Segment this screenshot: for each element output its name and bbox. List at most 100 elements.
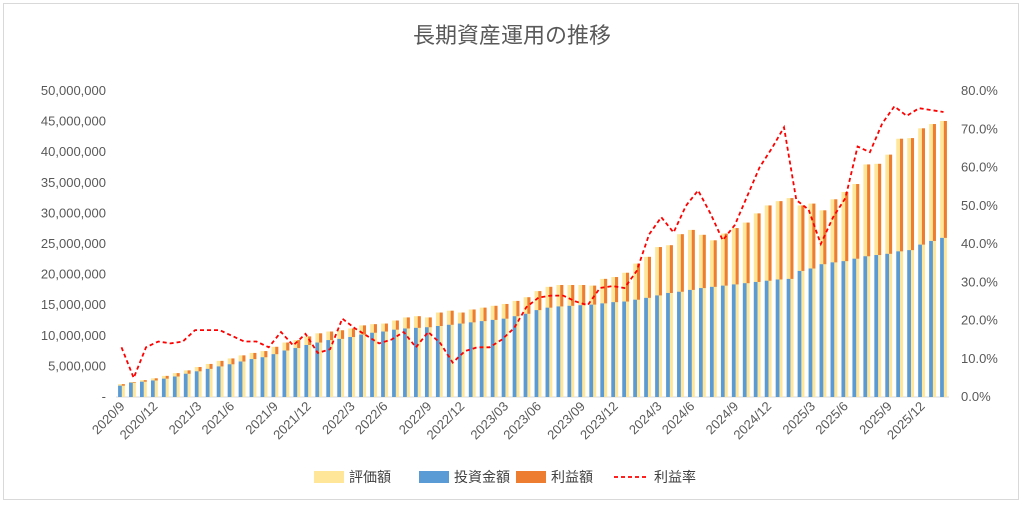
bar-investment <box>249 359 254 397</box>
bar-investment <box>720 285 725 397</box>
bar-profit <box>790 198 794 279</box>
bar-investment <box>907 250 911 397</box>
bar-profit <box>286 342 290 351</box>
bar-investment <box>545 307 550 397</box>
bar-profit <box>593 285 597 305</box>
bar-profit <box>220 360 224 367</box>
bar-profit <box>910 138 915 251</box>
y-left-tick-label: - <box>102 389 106 404</box>
bar-investment <box>742 283 747 397</box>
bar-investment <box>194 371 199 397</box>
bar-investment <box>863 256 868 397</box>
y-left-tick-label: 15,000,000 <box>41 297 106 312</box>
bar-profit <box>658 247 662 296</box>
y-left-tick-label: 45,000,000 <box>41 114 106 129</box>
bar-profit <box>483 307 487 322</box>
bar-profit <box>549 286 553 308</box>
bar-profit <box>647 256 651 298</box>
bar-investment <box>282 350 287 397</box>
legend-label: 評価額 <box>349 470 391 486</box>
bar-profit <box>450 310 454 325</box>
y-right-tick-label: 60.0% <box>961 160 998 175</box>
bar-profit <box>176 373 180 377</box>
bar-investment <box>611 302 616 397</box>
bar-profit <box>461 312 465 324</box>
line-series <box>120 105 944 381</box>
bar-profit <box>757 213 761 282</box>
bar-investment <box>688 289 692 397</box>
bar-profit <box>735 228 739 285</box>
bar-investment <box>337 338 342 397</box>
bar-profit <box>669 245 673 293</box>
bar-investment <box>446 324 451 397</box>
x-tick-label: 2022/3 <box>319 399 358 438</box>
y-left-tick-label: 30,000,000 <box>41 205 106 220</box>
bar-profit <box>319 333 323 343</box>
legend-label: 利益額 <box>551 470 593 486</box>
bar-investment <box>227 364 232 397</box>
x-tick-label: 2021/3 <box>166 399 205 438</box>
bar-profit <box>878 163 882 256</box>
bar-investment <box>709 286 714 397</box>
y-left-tick-label: 40,000,000 <box>41 144 106 159</box>
legend: 評価額 投資金額 利益額 利益率 <box>314 469 696 486</box>
bar-investment <box>205 368 210 397</box>
bar-profit <box>253 352 257 360</box>
bar-profit <box>932 124 936 241</box>
bar-investment <box>183 373 188 397</box>
bar-profit <box>834 199 838 263</box>
bar-series <box>118 120 947 397</box>
bar-investment <box>359 334 363 397</box>
bar-investment <box>797 270 802 397</box>
bar-profit <box>527 297 531 314</box>
bar-investment <box>348 337 352 397</box>
x-tick-label: 2021/6 <box>198 399 237 438</box>
bar-investment <box>216 366 221 397</box>
bar-profit <box>330 331 334 341</box>
bar-investment <box>655 295 659 397</box>
bar-investment <box>479 321 484 397</box>
bar-investment <box>731 284 736 397</box>
bar-investment <box>370 332 374 397</box>
y-left-tick-label: 20,000,000 <box>41 267 106 282</box>
bar-investment <box>786 278 791 397</box>
bar-profit <box>680 234 684 292</box>
bar-profit <box>198 367 202 372</box>
bar-investment <box>118 385 122 397</box>
y-right-tick-label: 30.0% <box>961 274 998 289</box>
y-right-tick-label: 10.0% <box>961 351 998 366</box>
bar-profit <box>921 128 925 245</box>
bar-profit <box>615 277 619 303</box>
bar-investment <box>775 279 780 397</box>
bar-profit <box>779 201 783 280</box>
bar-profit <box>373 324 377 333</box>
bar-investment <box>392 329 396 397</box>
bar-profit <box>231 358 235 365</box>
chart: 長期資産運用の推移 - 5,000,000 10,000,000 15,000,000… <box>41 24 998 486</box>
bar-investment <box>874 255 879 397</box>
x-tick-label: 2024/6 <box>659 399 698 438</box>
bar-profit <box>845 191 849 262</box>
bar-profit <box>428 317 432 328</box>
bar-investment <box>140 381 144 397</box>
bar-profit <box>604 278 608 304</box>
x-tick-label: 2024/3 <box>626 399 665 438</box>
legend-swatch <box>516 471 546 483</box>
bar-investment <box>315 342 320 397</box>
bar-investment <box>457 323 462 397</box>
y-right-tick-label: 0.0% <box>961 389 991 404</box>
bar-profit <box>494 305 498 320</box>
bar-profit <box>187 370 191 374</box>
bar-investment <box>172 376 177 397</box>
bar-investment <box>238 361 243 397</box>
bar-investment <box>512 316 517 397</box>
chart-frame: 長期資産運用の推移 - 5,000,000 10,000,000 15,000,000… <box>3 3 1019 500</box>
bar-investment <box>150 380 155 397</box>
bar-investment <box>534 310 539 397</box>
bar-profit <box>165 375 169 379</box>
bar-investment <box>381 331 385 397</box>
bar-investment <box>304 344 309 397</box>
chart-title: 長期資産運用の推移 <box>413 24 611 49</box>
legend-label: 投資金額 <box>454 470 510 486</box>
bar-profit <box>626 272 630 302</box>
